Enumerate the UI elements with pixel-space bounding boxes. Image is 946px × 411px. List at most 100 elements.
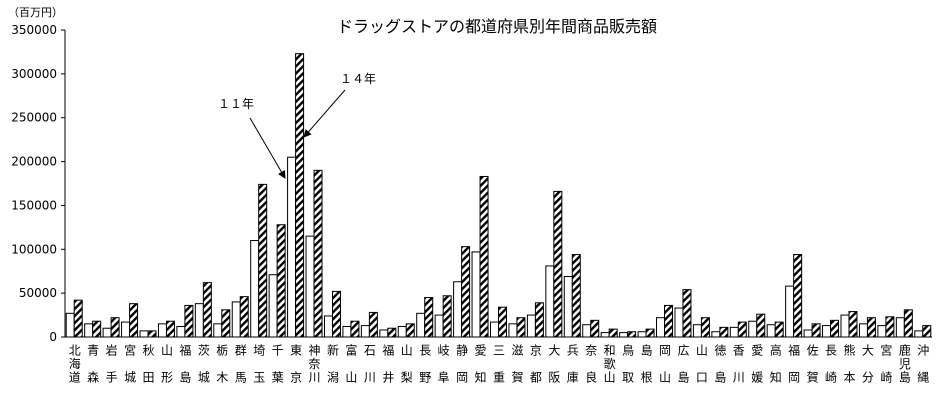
- x-tick-label: 熊本: [842, 343, 856, 398]
- bar: [766, 324, 776, 338]
- bar: [608, 328, 618, 338]
- x-tick-label: 岩手: [104, 343, 118, 398]
- bar: [323, 315, 333, 338]
- x-tick-label: 大阪: [547, 344, 561, 398]
- x-tick-label: 和歌山: [602, 344, 616, 385]
- bar: [508, 323, 518, 338]
- x-tick-label: 茨城: [196, 344, 210, 398]
- x-tick-label: 岐阜: [436, 344, 450, 398]
- bar: [803, 329, 813, 338]
- bar: [92, 320, 102, 338]
- bar: [295, 53, 305, 338]
- bar: [342, 325, 352, 338]
- bar: [387, 327, 397, 338]
- annotation-arrow: [303, 89, 346, 138]
- bar: [434, 314, 444, 338]
- x-tick-label: 神奈川: [307, 344, 321, 385]
- bar: [490, 321, 499, 338]
- x-tick-label: 山形: [159, 344, 173, 398]
- bar: [674, 307, 684, 338]
- bar: [553, 190, 563, 338]
- x-tick-label: 大分: [860, 344, 874, 398]
- bar: [405, 323, 415, 338]
- bar: [664, 304, 674, 338]
- x-tick-label: 佐賀: [805, 344, 819, 398]
- bar: [627, 331, 637, 338]
- x-tick-label: 島根: [639, 343, 653, 398]
- bar: [194, 303, 204, 338]
- x-tick-label: 埼玉: [252, 344, 266, 398]
- bar: [84, 323, 94, 338]
- x-tick-label: 奈良: [584, 344, 598, 398]
- bar: [184, 304, 194, 338]
- bar: [313, 169, 323, 338]
- bar: [830, 319, 840, 338]
- bar: [785, 285, 795, 338]
- bar: [822, 325, 832, 338]
- x-tick-label: 高知: [768, 343, 782, 398]
- bar: [221, 309, 231, 338]
- x-tick-label: 徳島: [713, 343, 727, 398]
- bar: [563, 275, 573, 338]
- bar: [719, 326, 729, 338]
- bar: [102, 327, 112, 338]
- x-tick-label: 山梨: [399, 344, 413, 398]
- bar: [682, 289, 692, 338]
- bar: [397, 325, 407, 338]
- bar: [276, 224, 286, 338]
- bar: [914, 330, 924, 338]
- y-tick-label: 300000: [11, 67, 57, 81]
- bar: [176, 325, 186, 338]
- bar: [877, 325, 887, 338]
- y-tick-label: 50000: [19, 286, 57, 300]
- bar: [73, 299, 83, 338]
- bar: [231, 301, 241, 338]
- bar: [287, 156, 297, 338]
- bar: [202, 282, 212, 338]
- bar: [895, 317, 905, 338]
- x-tick-label: 北海道: [67, 344, 81, 385]
- x-tick-label: 栃木: [215, 344, 229, 398]
- x-tick-label: 石川: [362, 344, 376, 398]
- x-tick-label: 福井: [381, 343, 395, 398]
- y-unit: （百万円）: [8, 6, 63, 19]
- bar: [250, 240, 260, 338]
- bar: [729, 326, 739, 338]
- bar: [793, 254, 803, 338]
- bar: [110, 317, 120, 338]
- bar: [600, 332, 610, 338]
- x-tick-label: 京都: [528, 344, 542, 398]
- x-tick-label: 鹿児島: [897, 343, 911, 385]
- bar: [213, 323, 223, 338]
- bar: [922, 325, 932, 338]
- bar: [350, 320, 360, 338]
- x-tick-label: 山口: [694, 344, 708, 398]
- bar: [656, 317, 666, 338]
- x-tick-label: 長崎: [824, 344, 838, 398]
- bar: [305, 235, 315, 338]
- x-tick-label: 福岡: [787, 343, 801, 398]
- bar: [121, 321, 131, 338]
- bar: [848, 311, 858, 338]
- bar: [711, 331, 721, 338]
- x-tick-label: 香川: [731, 344, 745, 398]
- bar: [453, 281, 463, 338]
- chart-title: ドラッグストアの都道府県別年間商品販売額: [337, 17, 657, 36]
- bar: [416, 312, 426, 338]
- y-tick-label: 350000: [11, 23, 57, 37]
- x-tick-label: 新潟: [325, 343, 339, 398]
- x-tick-label: 群馬: [233, 344, 247, 398]
- bar: [737, 321, 747, 338]
- bar: [471, 251, 481, 338]
- x-tick-label: 三重: [492, 344, 506, 398]
- bar: [516, 317, 526, 338]
- bar: [526, 314, 536, 338]
- bar: [840, 314, 850, 338]
- bar: [331, 290, 341, 338]
- bar: [545, 265, 555, 338]
- bar: [157, 323, 167, 338]
- x-tick-label: 秋田: [141, 344, 155, 398]
- bar: [756, 313, 766, 338]
- bar: [498, 306, 507, 338]
